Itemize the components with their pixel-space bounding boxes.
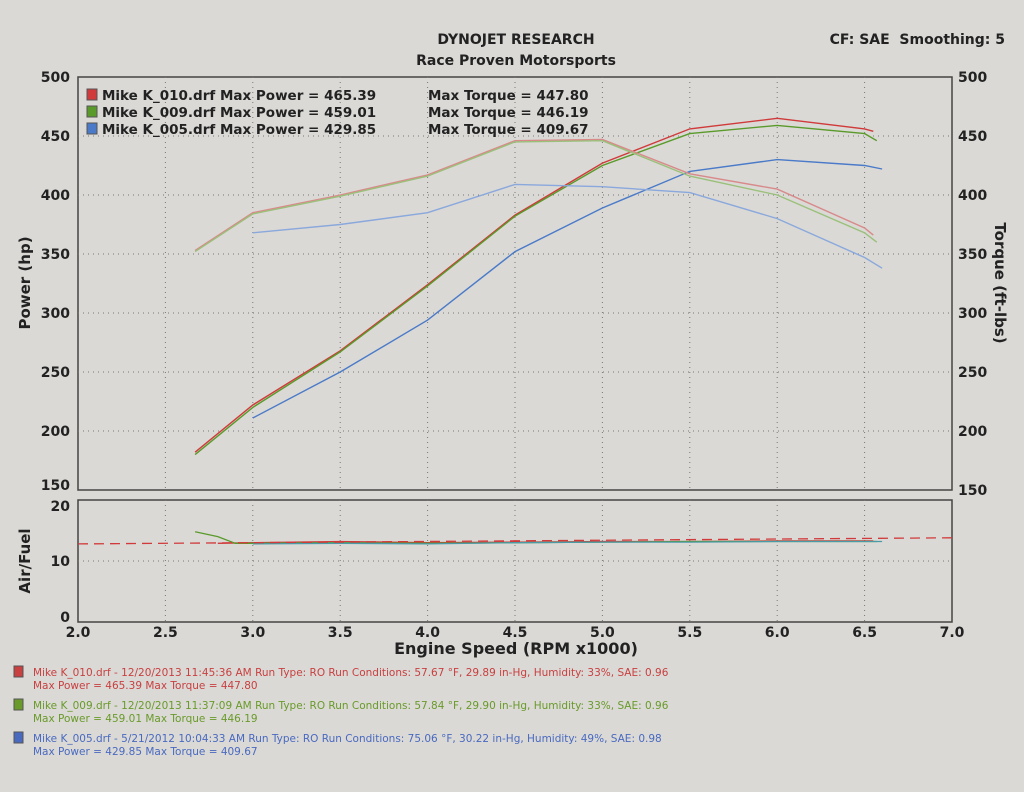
y-tick-label-power: 150 (41, 478, 70, 494)
run-info-line2: Max Power = 459.01 Max Torque = 446.19 (33, 713, 258, 725)
run-info-swatch (13, 731, 24, 744)
x-tick-label: 3.0 (240, 625, 265, 641)
y-tick-label-power: 200 (41, 424, 70, 440)
x-tick-label: 5.5 (677, 625, 702, 641)
legend-power-text: Mike K_005.drf Max Power = 429.85 (102, 122, 376, 138)
y-tick-label-power: 350 (41, 247, 70, 263)
x-tick-label: 4.5 (503, 625, 528, 641)
legend-swatch (86, 88, 98, 101)
x-tick-label: 4.0 (415, 625, 440, 641)
legend-power-text: Mike K_009.drf Max Power = 459.01 (102, 105, 376, 121)
y-axis-label-afr: Air/Fuel (16, 528, 34, 593)
legend-torque-text: Max Torque = 447.80 (428, 88, 589, 104)
run-info-entry: Mike K_005.drf - 5/21/2012 10:04:33 AM R… (13, 731, 662, 758)
y-tick-label-torque: 300 (958, 306, 987, 322)
x-tick-label: 3.5 (328, 625, 353, 641)
y-tick-label-afr: 20 (51, 499, 71, 515)
legend-entry: Mike K_005.drf Max Power = 429.85 Max Tor… (86, 122, 589, 138)
y-tick-label-torque: 400 (958, 188, 987, 204)
y-tick-label-power: 400 (41, 188, 70, 204)
legend-swatch (86, 122, 98, 135)
run-info-line1: Mike K_010.drf - 12/20/2013 11:45:36 AM … (33, 667, 669, 679)
series-line-power-mike-k-009-drf (194, 124, 878, 456)
legend-swatch (86, 105, 98, 118)
series-line-power-mike-k-005-drf (252, 158, 883, 419)
y-tick-label-power: 250 (41, 365, 70, 381)
y-tick-label-torque: 450 (958, 129, 987, 145)
run-info-line2: Max Power = 465.39 Max Torque = 447.80 (33, 680, 258, 692)
x-tick-label: 6.0 (765, 625, 790, 641)
chart-subtitle: Race Proven Motorsports (416, 53, 616, 69)
legend-entry: Mike K_010.drf Max Power = 465.39 Max Tor… (86, 88, 589, 104)
run-info-entry: Mike K_010.drf - 12/20/2013 11:45:36 AM … (13, 665, 669, 692)
x-tick-label: 6.5 (852, 625, 877, 641)
y-tick-label-afr: 10 (51, 554, 71, 570)
y-tick-label-torque: 350 (958, 247, 987, 263)
run-info-entry: Mike K_009.drf - 12/20/2013 11:37:09 AM … (13, 698, 669, 725)
series-line-torque-mike-k-009-drf (194, 139, 878, 253)
series-line-power-mike-k-010-drf (194, 117, 874, 453)
y-tick-label-power: 300 (41, 306, 70, 322)
afr-line-reference (77, 537, 953, 545)
y-tick-label-power: 500 (41, 70, 70, 86)
afr-line-mike-k-005-drf (252, 540, 883, 545)
run-info-line1: Mike K_005.drf - 5/21/2012 10:04:33 AM R… (33, 733, 662, 745)
y-axis-label-power: Power (hp) (16, 236, 34, 329)
y-tick-label-torque: 200 (958, 424, 987, 440)
x-tick-label: 5.0 (590, 625, 615, 641)
chart-title: DYNOJET RESEARCH (437, 32, 594, 48)
legend-entry: Mike K_009.drf Max Power = 459.01 Max Tor… (86, 105, 589, 121)
x-tick-label: 2.0 (66, 625, 91, 641)
y-axis-label-torque: Torque (ft-lbs) (991, 222, 1009, 343)
legend-power-text: Mike K_010.drf Max Power = 465.39 (102, 88, 376, 104)
run-info-line1: Mike K_009.drf - 12/20/2013 11:37:09 AM … (33, 700, 669, 712)
run-info-swatch (13, 665, 24, 678)
x-tick-label: 2.5 (153, 625, 178, 641)
y-tick-label-torque: 500 (958, 70, 987, 86)
run-info-swatch (13, 698, 24, 711)
y-tick-label-torque: 250 (958, 365, 987, 381)
run-info-line2: Max Power = 429.85 Max Torque = 409.67 (33, 746, 258, 758)
series-line-torque-mike-k-010-drf (194, 138, 874, 252)
x-axis-label: Engine Speed (RPM x1000) (394, 639, 638, 658)
y-tick-label-afr: 0 (60, 610, 70, 626)
y-tick-label-power: 450 (41, 129, 70, 145)
legend-torque-text: Max Torque = 446.19 (428, 105, 589, 121)
x-tick-label: 7.0 (940, 625, 965, 641)
settings-text: CF: SAE Smoothing: 5 (830, 32, 1005, 48)
legend-torque-text: Max Torque = 409.67 (428, 122, 589, 138)
series-line-torque-mike-k-005-drf (252, 183, 883, 269)
y-tick-label-torque: 150 (958, 483, 987, 499)
